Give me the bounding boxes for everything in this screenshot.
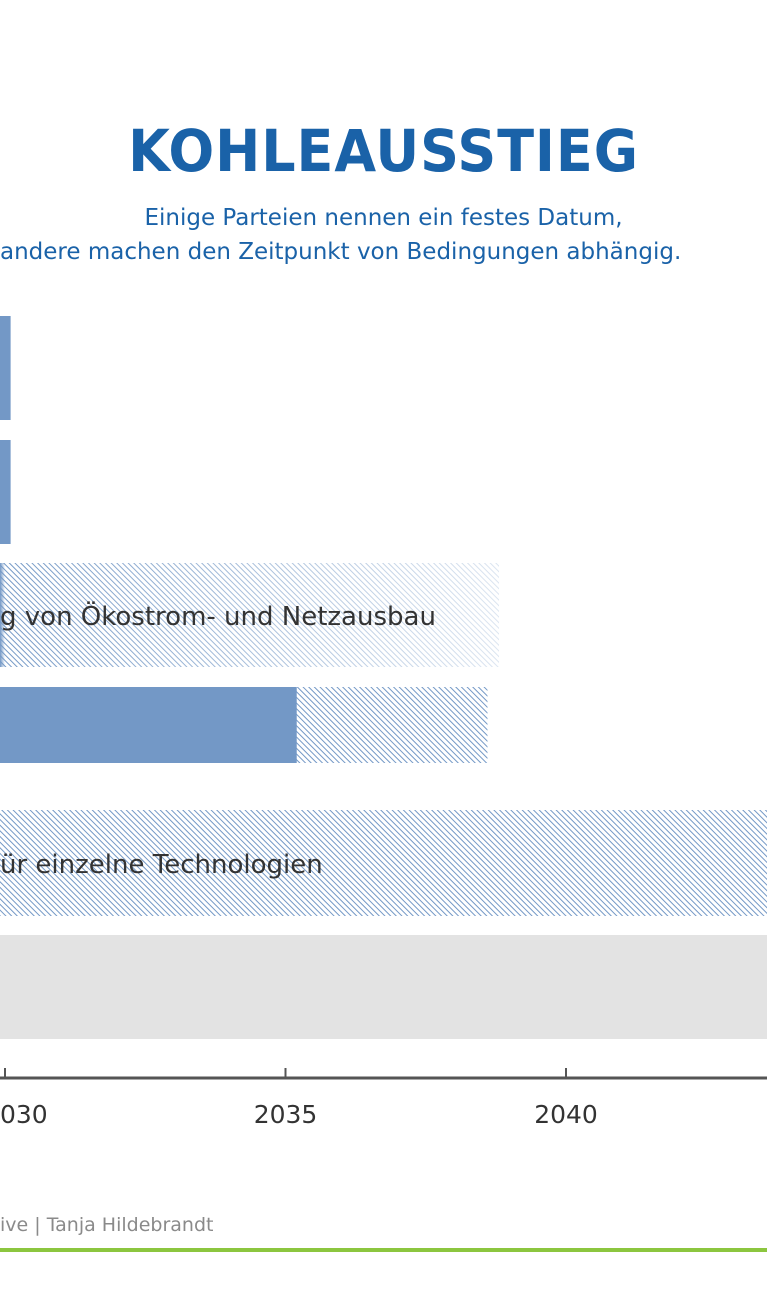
bar-6-gray xyxy=(0,935,767,1039)
bar-2-solid xyxy=(0,440,11,544)
bar-3-solid xyxy=(0,563,5,667)
bar-5-label: ür einzelne Technologien xyxy=(0,850,323,880)
bar-3-label: g von Ökostrom- und Netzausbau xyxy=(0,600,436,632)
x-tick-label-2040: 2040 xyxy=(534,1100,598,1129)
bar-1-solid xyxy=(0,316,11,420)
chart-title: KOHLEAUSSTIEG xyxy=(128,117,639,185)
bar-5-hatched xyxy=(0,810,767,916)
bar-4-solid xyxy=(0,687,297,763)
bar-3-fade xyxy=(0,563,499,667)
source-credit: ive | Tanja Hildebrandt xyxy=(0,1214,214,1236)
chart-subtitle-line-1: Einige Parteien nennen ein festes Datum, xyxy=(144,205,623,231)
x-tick-label-2030: 030 xyxy=(0,1100,48,1129)
x-tick-label-2035: 2035 xyxy=(254,1100,318,1129)
chart-subtitle-line-2: andere machen den Zeitpunkt von Bedingun… xyxy=(0,239,682,265)
